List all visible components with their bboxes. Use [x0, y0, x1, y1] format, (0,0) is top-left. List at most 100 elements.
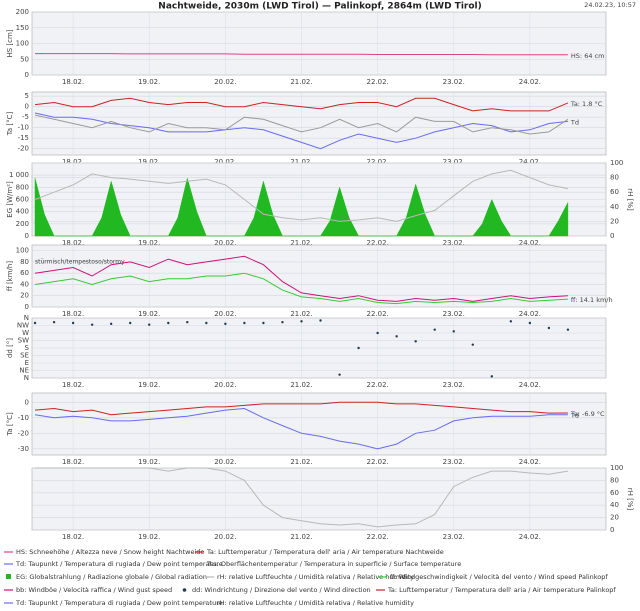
- legend-label: Td: Taupunkt / Temperatura di rugiada / …: [15, 599, 223, 607]
- x-tick-label: 22.02.: [366, 381, 388, 389]
- point: [547, 326, 551, 330]
- x-tick-label: 19.02.: [138, 78, 160, 86]
- x-tick-label: 23.02.: [443, 458, 465, 466]
- point: [376, 331, 379, 335]
- x-tick-label: 18.02.: [62, 458, 84, 466]
- chart-title: Nachtweide, 2030m (LWD Tirol) — Palinkop…: [158, 2, 481, 12]
- y2-axis-title: rH [%]: [626, 488, 634, 511]
- legend-label: bb: Windböe / Velocità raffica / Wind gu…: [16, 586, 172, 594]
- point: [566, 328, 570, 331]
- x-tick-label: 21.02.: [290, 239, 312, 247]
- legend-label: HS: Schneehöhe / Altezza neve / Snow hei…: [16, 548, 204, 556]
- legend-symbol: [6, 574, 11, 579]
- x-tick-label: 20.02.: [214, 158, 236, 166]
- y2-tick-label: 20: [610, 217, 619, 225]
- legend-symbol: [182, 588, 187, 592]
- x-tick-label: 18.02.: [62, 533, 84, 541]
- x-tick-label: 21.02.: [290, 78, 312, 86]
- y-tick-label: NE: [19, 367, 29, 375]
- x-tick-label: 24.02.: [519, 239, 541, 247]
- line: [35, 53, 568, 56]
- legend-label: Td: Taupunkt / Temperatura di rugiada / …: [15, 560, 223, 568]
- y-tick-label: 60: [20, 269, 29, 277]
- y-tick-label: 1 000: [9, 171, 29, 179]
- end-label: Ta: 1.8 °C: [570, 100, 603, 108]
- point: [33, 321, 37, 325]
- end-label: Ta: -6.9 °C: [570, 410, 605, 418]
- x-tick-label: 24.02.: [519, 458, 541, 466]
- y-tick-label: -20: [18, 429, 29, 437]
- end-label: HS: 64 cm: [571, 52, 605, 60]
- point: [52, 320, 56, 324]
- plot-area: [31, 392, 607, 456]
- x-tick-label: 23.02.: [443, 239, 465, 247]
- y2-tick-label: 100: [610, 464, 623, 472]
- y-tick-label: -10: [18, 414, 29, 422]
- x-tick-label: 18.02.: [62, 158, 84, 166]
- line: [34, 255, 568, 302]
- x-tick-label: 24.02.: [519, 78, 541, 86]
- point: [338, 373, 341, 376]
- x-tick-label: 19.02.: [138, 458, 160, 466]
- x-tick-label: 22.02.: [366, 310, 388, 318]
- y-tick-label: 200: [16, 8, 29, 16]
- line: [34, 401, 568, 416]
- y-tick-label: E: [25, 359, 29, 367]
- line: [34, 407, 568, 450]
- y2-tick-label: 80: [610, 476, 619, 484]
- point: [319, 319, 322, 322]
- point: [129, 321, 132, 325]
- area: [34, 177, 569, 237]
- x-tick-label: 21.02.: [290, 381, 312, 389]
- x-tick-label: 21.02.: [290, 533, 312, 541]
- point: [509, 320, 513, 323]
- end-label: Td: [570, 412, 579, 420]
- end-label: Td: [570, 118, 579, 126]
- x-tick-label: 19.02.: [138, 533, 160, 541]
- x-tick-label: 21.02.: [290, 158, 312, 166]
- point: [148, 323, 151, 326]
- point: [167, 321, 170, 325]
- point: [186, 320, 189, 324]
- point: [490, 375, 494, 378]
- y-tick-label: 40: [20, 280, 29, 288]
- point: [109, 322, 113, 326]
- y-tick-label: 100: [16, 40, 29, 48]
- x-tick-label: 18.02.: [62, 78, 84, 86]
- x-tick-label: 18.02.: [62, 239, 84, 247]
- plot-area: [31, 91, 607, 156]
- x-tick-label: 19.02.: [138, 158, 160, 166]
- y-tick-label: N: [24, 374, 29, 382]
- x-tick-label: 20.02.: [214, 533, 236, 541]
- y-tick-label: S: [25, 344, 30, 352]
- x-tick-label: 22.02.: [366, 158, 388, 166]
- y-tick-label: 150: [16, 24, 29, 32]
- y2-tick-label: 60: [610, 489, 619, 497]
- y-axis-title: EG [W/m²]: [6, 181, 14, 218]
- y-tick-label: 800: [16, 183, 29, 191]
- y-tick-label: -10: [18, 124, 29, 132]
- end-label: ff: 14.1 km/h: [571, 296, 613, 304]
- point: [395, 335, 398, 338]
- y-tick-label: 0: [25, 303, 29, 311]
- plot-area: [31, 244, 607, 308]
- point: [224, 322, 227, 326]
- x-tick-label: 22.02.: [366, 458, 388, 466]
- legend-label: EG: Globalstrahlung / Radiazione globale…: [16, 573, 207, 581]
- y-tick-label: -20: [18, 145, 29, 153]
- y-tick-label: 80: [20, 258, 29, 266]
- point: [452, 330, 455, 333]
- point: [433, 328, 436, 331]
- y-tick-label: NW: [17, 322, 29, 330]
- y-tick-label: 20: [20, 292, 29, 300]
- y-axis-title: Ta [°C]: [6, 412, 14, 437]
- point: [528, 321, 532, 325]
- x-tick-label: 24.02.: [519, 381, 541, 389]
- x-tick-label: 20.02.: [214, 239, 236, 247]
- y-axis-title: HS [cm]: [6, 29, 14, 57]
- y-tick-label: -15: [18, 134, 29, 142]
- legend-label: rH: relative Luftfeuchte / Umidità relat…: [217, 573, 414, 581]
- line: [34, 114, 569, 135]
- x-tick-label: 19.02.: [138, 239, 160, 247]
